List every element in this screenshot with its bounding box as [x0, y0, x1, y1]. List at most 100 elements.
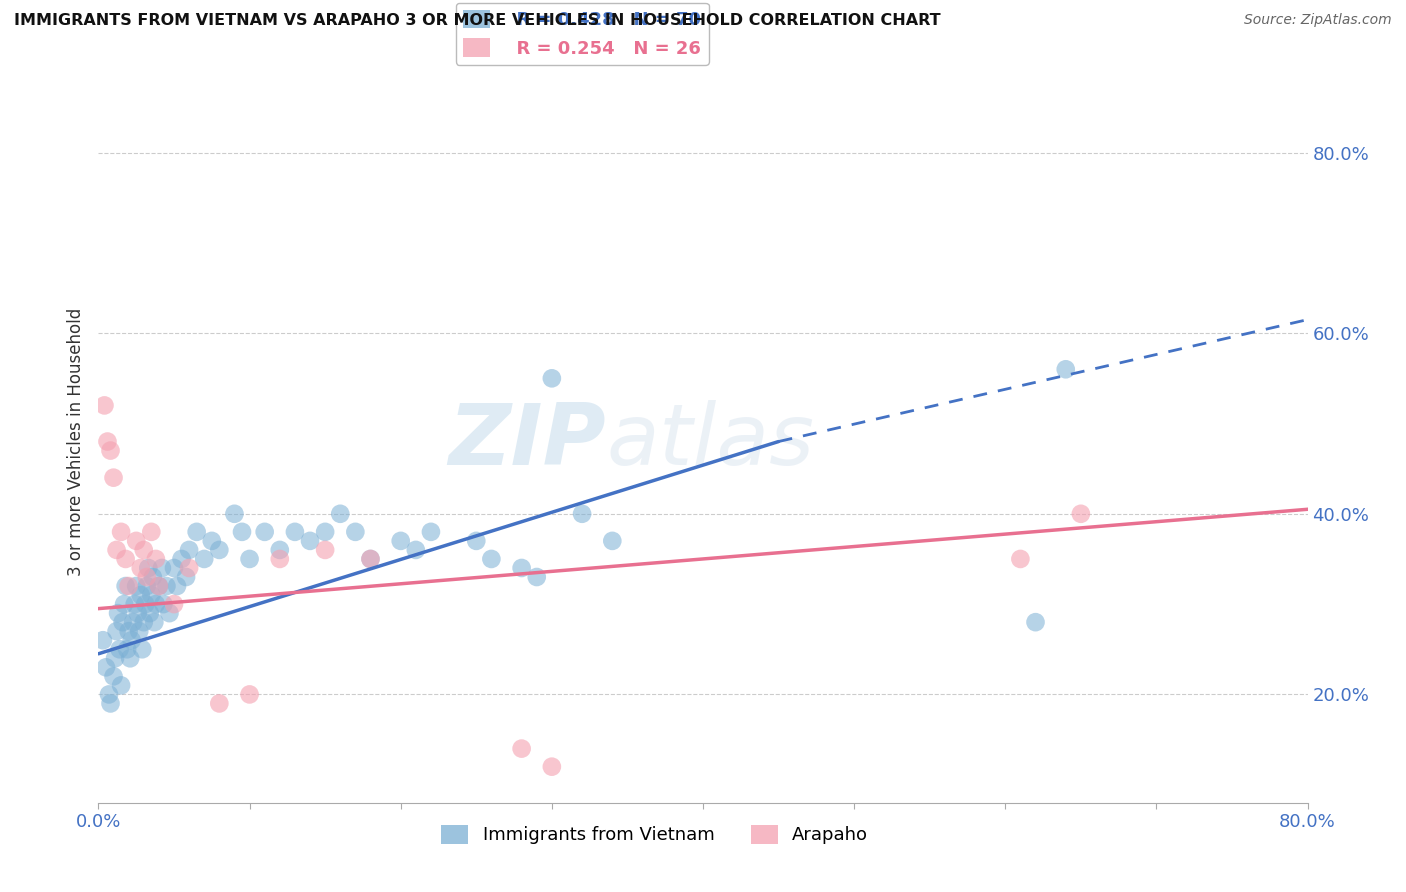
Point: [145, 552, 167, 566]
Point: [1070, 507, 1092, 521]
Point: [103, 471, 125, 485]
Point: [1010, 552, 1032, 566]
Point: [91, 633, 114, 648]
Point: [186, 524, 208, 539]
Point: [122, 615, 145, 630]
Point: [159, 606, 181, 620]
Point: [110, 524, 132, 539]
Point: [329, 507, 352, 521]
Point: [405, 542, 427, 557]
Point: [360, 552, 382, 566]
Legend: Immigrants from Vietnam, Arapaho: Immigrants from Vietnam, Arapaho: [434, 818, 876, 852]
Point: [135, 570, 157, 584]
Point: [150, 561, 173, 575]
Point: [100, 697, 122, 711]
Point: [163, 597, 186, 611]
Point: [314, 524, 336, 539]
Point: [100, 443, 122, 458]
Point: [96, 434, 118, 449]
Point: [193, 552, 215, 566]
Point: [107, 606, 129, 620]
Point: [179, 542, 201, 557]
Point: [118, 579, 141, 593]
Point: [201, 533, 224, 548]
Text: atlas: atlas: [606, 400, 814, 483]
Point: [103, 669, 125, 683]
Point: [284, 524, 307, 539]
Point: [239, 552, 262, 566]
Point: [389, 533, 412, 548]
Point: [105, 624, 128, 639]
Point: [152, 597, 174, 611]
Point: [131, 642, 153, 657]
Text: ZIP: ZIP: [449, 400, 606, 483]
Point: [110, 678, 132, 692]
Point: [1054, 362, 1077, 376]
Point: [526, 570, 548, 584]
Point: [170, 552, 193, 566]
Point: [111, 615, 134, 630]
Point: [114, 579, 136, 593]
Point: [139, 606, 162, 620]
Y-axis label: 3 or more Vehicles in Household: 3 or more Vehicles in Household: [66, 308, 84, 575]
Point: [114, 552, 136, 566]
Point: [540, 371, 562, 385]
Point: [344, 524, 367, 539]
Point: [132, 542, 155, 557]
Text: IMMIGRANTS FROM VIETNAM VS ARAPAHO 3 OR MORE VEHICLES IN HOUSEHOLD CORRELATION C: IMMIGRANTS FROM VIETNAM VS ARAPAHO 3 OR …: [14, 13, 941, 29]
Point: [108, 642, 131, 657]
Point: [360, 552, 382, 566]
Point: [510, 561, 533, 575]
Point: [141, 524, 163, 539]
Point: [136, 561, 159, 575]
Point: [125, 579, 148, 593]
Point: [145, 597, 167, 611]
Text: Source: ZipAtlas.com: Source: ZipAtlas.com: [1244, 13, 1392, 28]
Point: [155, 579, 177, 593]
Point: [174, 570, 197, 584]
Point: [465, 533, 488, 548]
Point: [420, 524, 443, 539]
Point: [239, 687, 262, 701]
Point: [132, 615, 155, 630]
Point: [208, 542, 231, 557]
Point: [208, 697, 231, 711]
Point: [115, 642, 138, 657]
Point: [121, 633, 143, 648]
Point: [141, 588, 163, 602]
Point: [163, 561, 186, 575]
Point: [314, 542, 336, 557]
Point: [231, 524, 253, 539]
Point: [253, 524, 276, 539]
Point: [269, 542, 291, 557]
Point: [269, 552, 291, 566]
Point: [166, 579, 188, 593]
Point: [540, 760, 562, 774]
Point: [1024, 615, 1046, 630]
Point: [129, 561, 152, 575]
Point: [510, 741, 533, 756]
Point: [98, 687, 121, 701]
Point: [128, 624, 150, 639]
Point: [127, 606, 149, 620]
Point: [125, 533, 148, 548]
Point: [143, 615, 166, 630]
Point: [142, 570, 165, 584]
Point: [129, 588, 152, 602]
Point: [120, 651, 142, 665]
Point: [179, 561, 201, 575]
Point: [93, 398, 115, 412]
Point: [602, 533, 624, 548]
Point: [118, 624, 141, 639]
Point: [112, 597, 135, 611]
Point: [299, 533, 322, 548]
Point: [135, 579, 157, 593]
Point: [104, 651, 127, 665]
Point: [134, 597, 156, 611]
Point: [148, 579, 170, 593]
Point: [94, 660, 117, 674]
Point: [148, 579, 170, 593]
Point: [571, 507, 593, 521]
Point: [124, 597, 146, 611]
Point: [481, 552, 503, 566]
